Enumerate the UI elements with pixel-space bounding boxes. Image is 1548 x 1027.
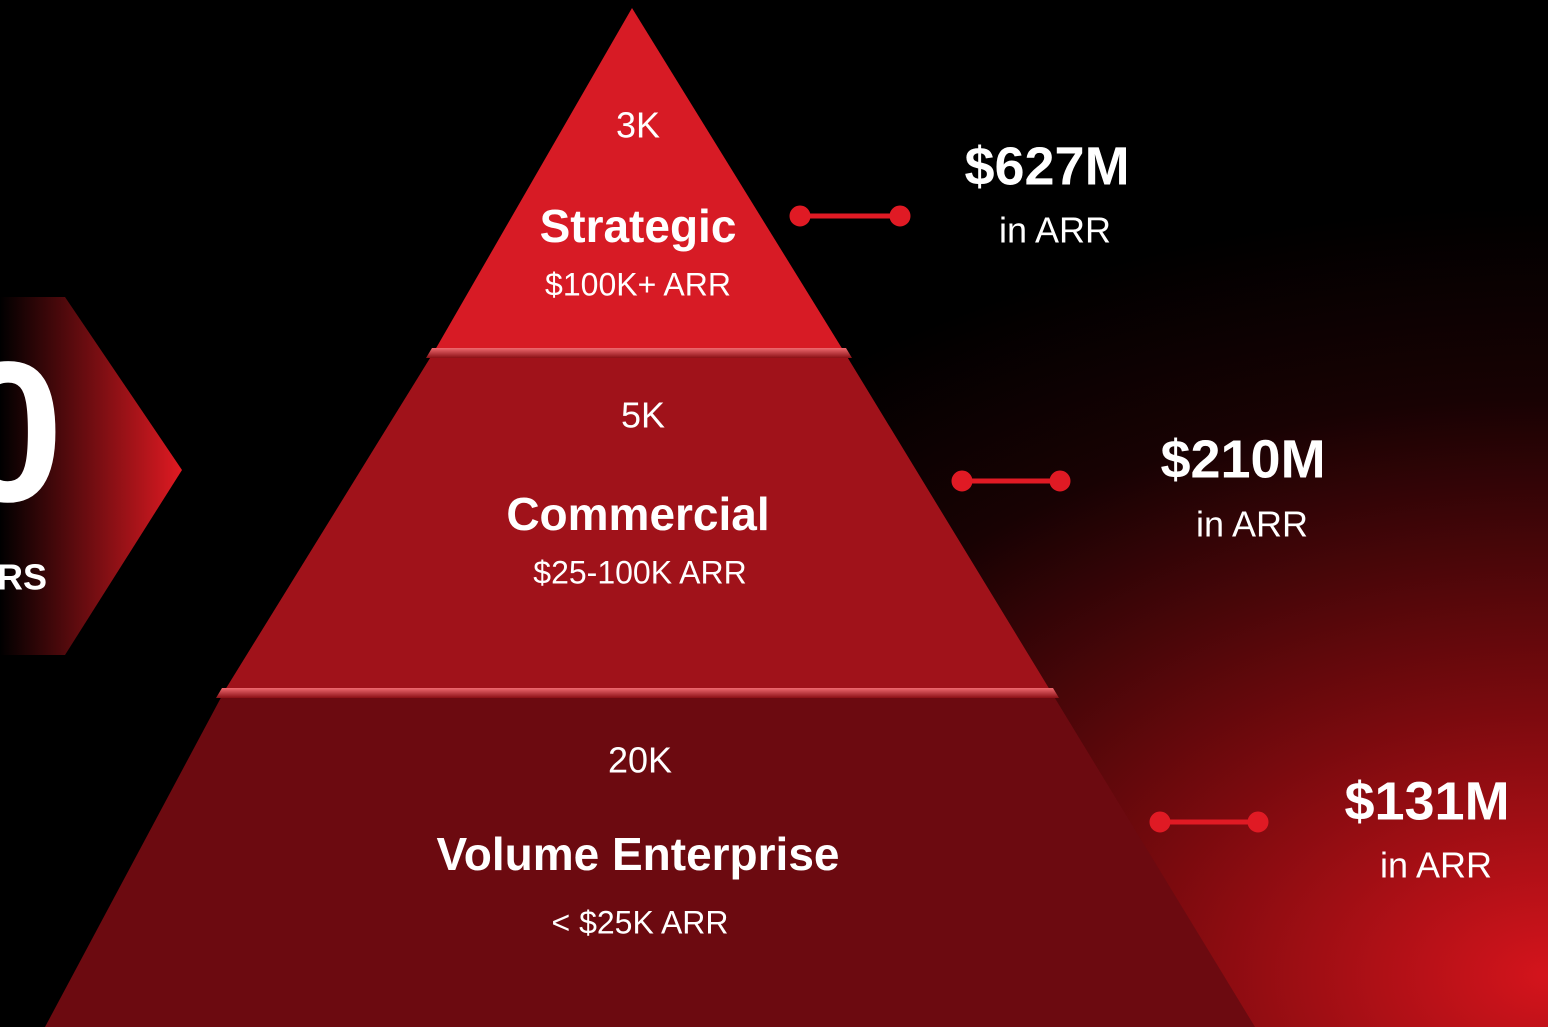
tier-name: Strategic — [540, 200, 737, 252]
tier-middle — [225, 350, 1050, 690]
badge-caption: RS — [0, 557, 47, 598]
tier-range: $100K+ ARR — [545, 266, 731, 302]
separator — [216, 688, 1059, 698]
arr-value: $627M — [964, 136, 1129, 196]
arr-note: in ARR — [1196, 504, 1308, 545]
arr-value: $131M — [1344, 771, 1509, 831]
tier-name: Commercial — [506, 488, 769, 540]
arr-note: in ARR — [999, 210, 1111, 251]
tier-bottom — [45, 690, 1255, 1027]
tier-name: Volume Enterprise — [436, 828, 839, 880]
arr-note: in ARR — [1380, 845, 1492, 886]
tier-count: 5K — [621, 395, 665, 436]
tier-count: 20K — [608, 740, 672, 781]
chevron — [0, 297, 182, 655]
tier-top — [435, 8, 843, 350]
tier-range: < $25K ARR — [552, 904, 729, 940]
connector — [789, 205, 1269, 833]
separator — [426, 348, 852, 358]
tier-count: 3K — [616, 105, 660, 146]
badge-number: 0 — [0, 321, 64, 544]
tier-range: $25-100K ARR — [533, 554, 746, 590]
arr-value: $210M — [1160, 429, 1325, 489]
